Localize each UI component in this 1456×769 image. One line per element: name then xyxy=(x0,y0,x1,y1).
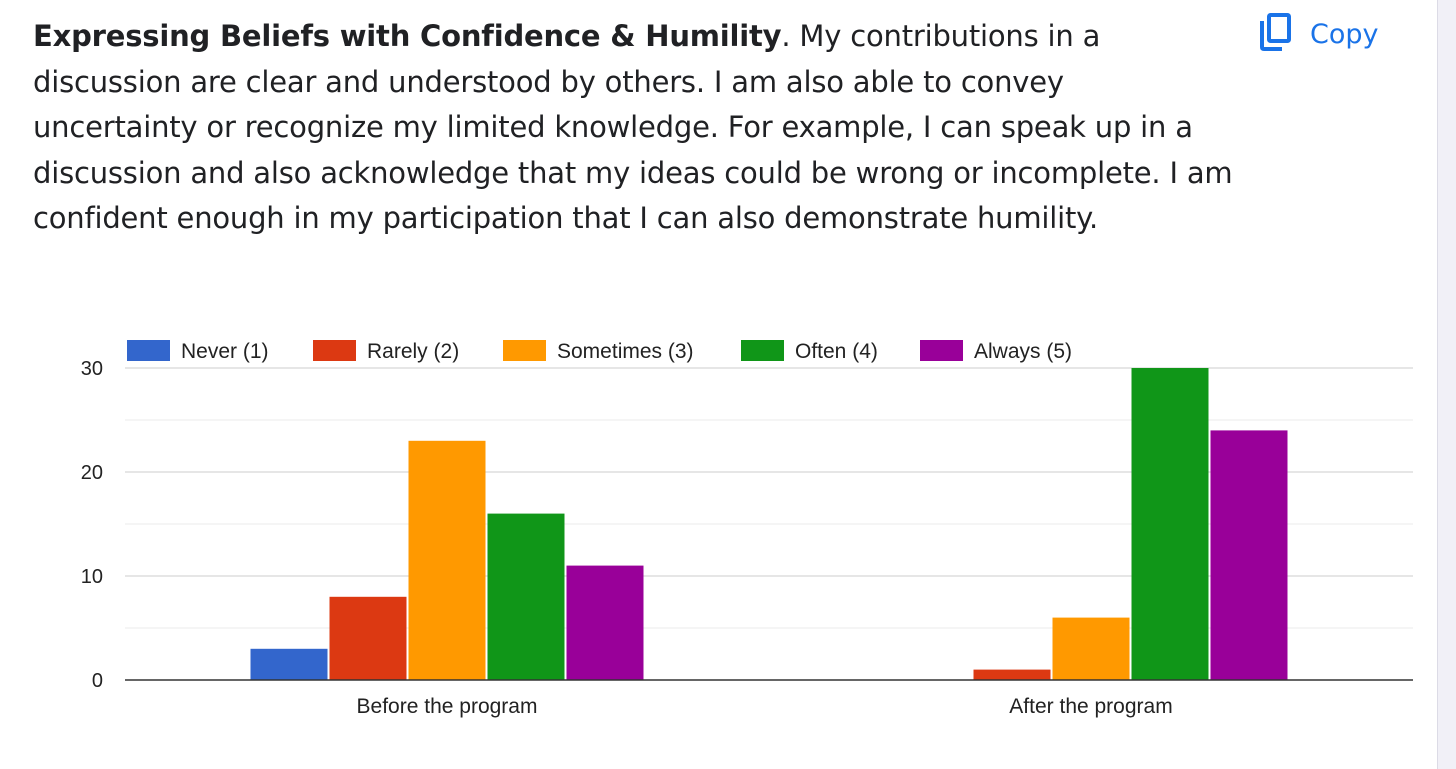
bar-sometimes-3-1[interactable] xyxy=(1052,617,1130,680)
bar-always-5-0[interactable] xyxy=(566,565,644,680)
bar-often-4-0[interactable] xyxy=(487,513,565,680)
x-axis: Before the program After the program xyxy=(125,679,1413,718)
chart-legend: Never (1) Rarely (2) Sometimes (3) Often (4… xyxy=(127,340,1072,363)
question-body: . My contributions in a discussion are c… xyxy=(33,19,1233,235)
copy-label: Copy xyxy=(1310,18,1379,50)
bar-often-4-1[interactable] xyxy=(1131,368,1209,680)
y-tick-label: 10 xyxy=(81,566,103,588)
copy-icon xyxy=(1258,12,1292,57)
y-tick-label: 20 xyxy=(81,462,103,484)
legend-label: Sometimes (3) xyxy=(557,340,694,363)
legend-swatch xyxy=(503,340,546,361)
chart-bars xyxy=(250,368,1288,680)
x-category-label: After the program xyxy=(1009,695,1172,718)
legend-label: Never (1) xyxy=(181,340,269,363)
bar-never-1-0[interactable] xyxy=(250,648,328,680)
legend-swatch xyxy=(920,340,963,361)
legend-label: Often (4) xyxy=(795,340,878,363)
y-tick-label: 30 xyxy=(81,358,103,380)
legend-swatch xyxy=(127,340,170,361)
bar-always-5-1[interactable] xyxy=(1210,430,1288,680)
question-text: Expressing Beliefs with Confidence & Hum… xyxy=(33,14,1233,242)
legend-swatch xyxy=(741,340,784,361)
x-category-label: Before the program xyxy=(357,695,538,718)
question-title: Expressing Beliefs with Confidence & Hum… xyxy=(33,19,782,53)
page-scroll-edge xyxy=(1437,0,1456,769)
bar-rarely-2-1[interactable] xyxy=(973,669,1051,680)
bar-sometimes-3-0[interactable] xyxy=(408,440,486,680)
bar-rarely-2-0[interactable] xyxy=(329,596,407,680)
copy-button[interactable]: Copy xyxy=(1258,12,1379,56)
y-axis: 0 10 20 30 xyxy=(81,358,103,692)
legend-label: Always (5) xyxy=(974,340,1072,363)
legend-swatch xyxy=(313,340,356,361)
legend-label: Rarely (2) xyxy=(367,340,459,363)
y-tick-label: 0 xyxy=(92,670,103,692)
